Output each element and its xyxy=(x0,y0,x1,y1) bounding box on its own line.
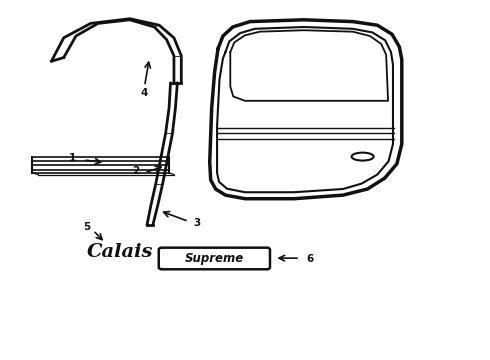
Text: 5: 5 xyxy=(83,222,91,232)
Text: Supreme: Supreme xyxy=(185,252,244,265)
Text: 3: 3 xyxy=(194,218,201,228)
Text: 1: 1 xyxy=(69,153,76,163)
FancyBboxPatch shape xyxy=(159,248,270,269)
Text: 4: 4 xyxy=(141,88,148,98)
Text: 6: 6 xyxy=(306,254,314,264)
Text: Calais: Calais xyxy=(87,243,153,261)
Text: 2: 2 xyxy=(132,166,140,176)
